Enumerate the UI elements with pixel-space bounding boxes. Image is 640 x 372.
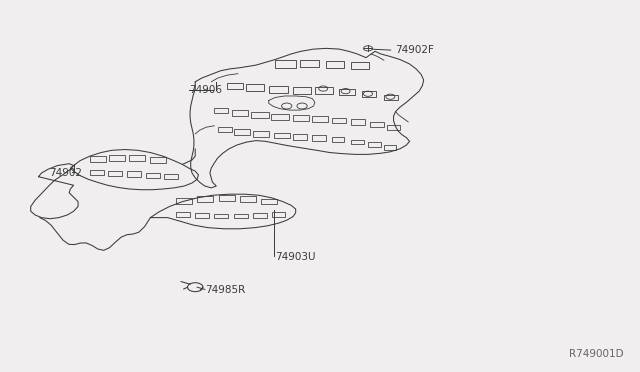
Bar [129,155,145,161]
Bar [176,212,190,217]
Bar [384,95,398,100]
Bar [234,214,248,218]
Bar [269,86,288,93]
Bar [109,155,125,161]
Bar [370,122,384,127]
Bar [253,131,269,137]
Bar [253,213,267,218]
Bar [146,173,160,178]
Bar [232,110,248,116]
Bar [362,91,376,97]
Bar [271,114,289,120]
Bar [214,214,228,218]
Bar [326,61,344,68]
Bar [164,174,178,179]
Bar [293,115,309,121]
Bar [197,196,213,202]
Text: 74902F: 74902F [396,45,435,55]
Bar [387,125,400,130]
Bar [261,199,277,204]
Bar [351,62,369,69]
Bar [240,196,256,202]
Bar [293,87,311,94]
Bar [312,135,326,141]
Bar [246,84,264,91]
Bar [368,142,381,147]
Bar [150,157,166,163]
Text: R749001D: R749001D [570,349,624,359]
Bar [312,116,328,122]
Bar [351,140,364,144]
Bar [332,118,346,123]
Bar [176,198,192,204]
Text: 74903U: 74903U [275,252,316,262]
Bar [218,127,232,132]
Bar [90,170,104,175]
Bar [384,145,396,150]
Bar [219,195,235,201]
Text: 74985R: 74985R [205,285,245,295]
Bar [272,212,285,217]
Bar [275,60,296,68]
Bar [332,137,344,142]
Bar [227,83,243,89]
Bar [195,213,209,218]
Text: 74902: 74902 [49,168,83,178]
Bar [214,108,228,113]
Bar [234,129,250,135]
Bar [251,112,269,118]
Bar [315,87,333,94]
Bar [127,171,141,177]
Bar [300,60,319,67]
Bar [108,171,122,176]
Bar [351,119,365,125]
Bar [339,89,355,95]
Bar [293,134,307,140]
Bar [274,133,290,138]
Text: 74906: 74906 [189,85,222,95]
Bar [90,156,106,162]
